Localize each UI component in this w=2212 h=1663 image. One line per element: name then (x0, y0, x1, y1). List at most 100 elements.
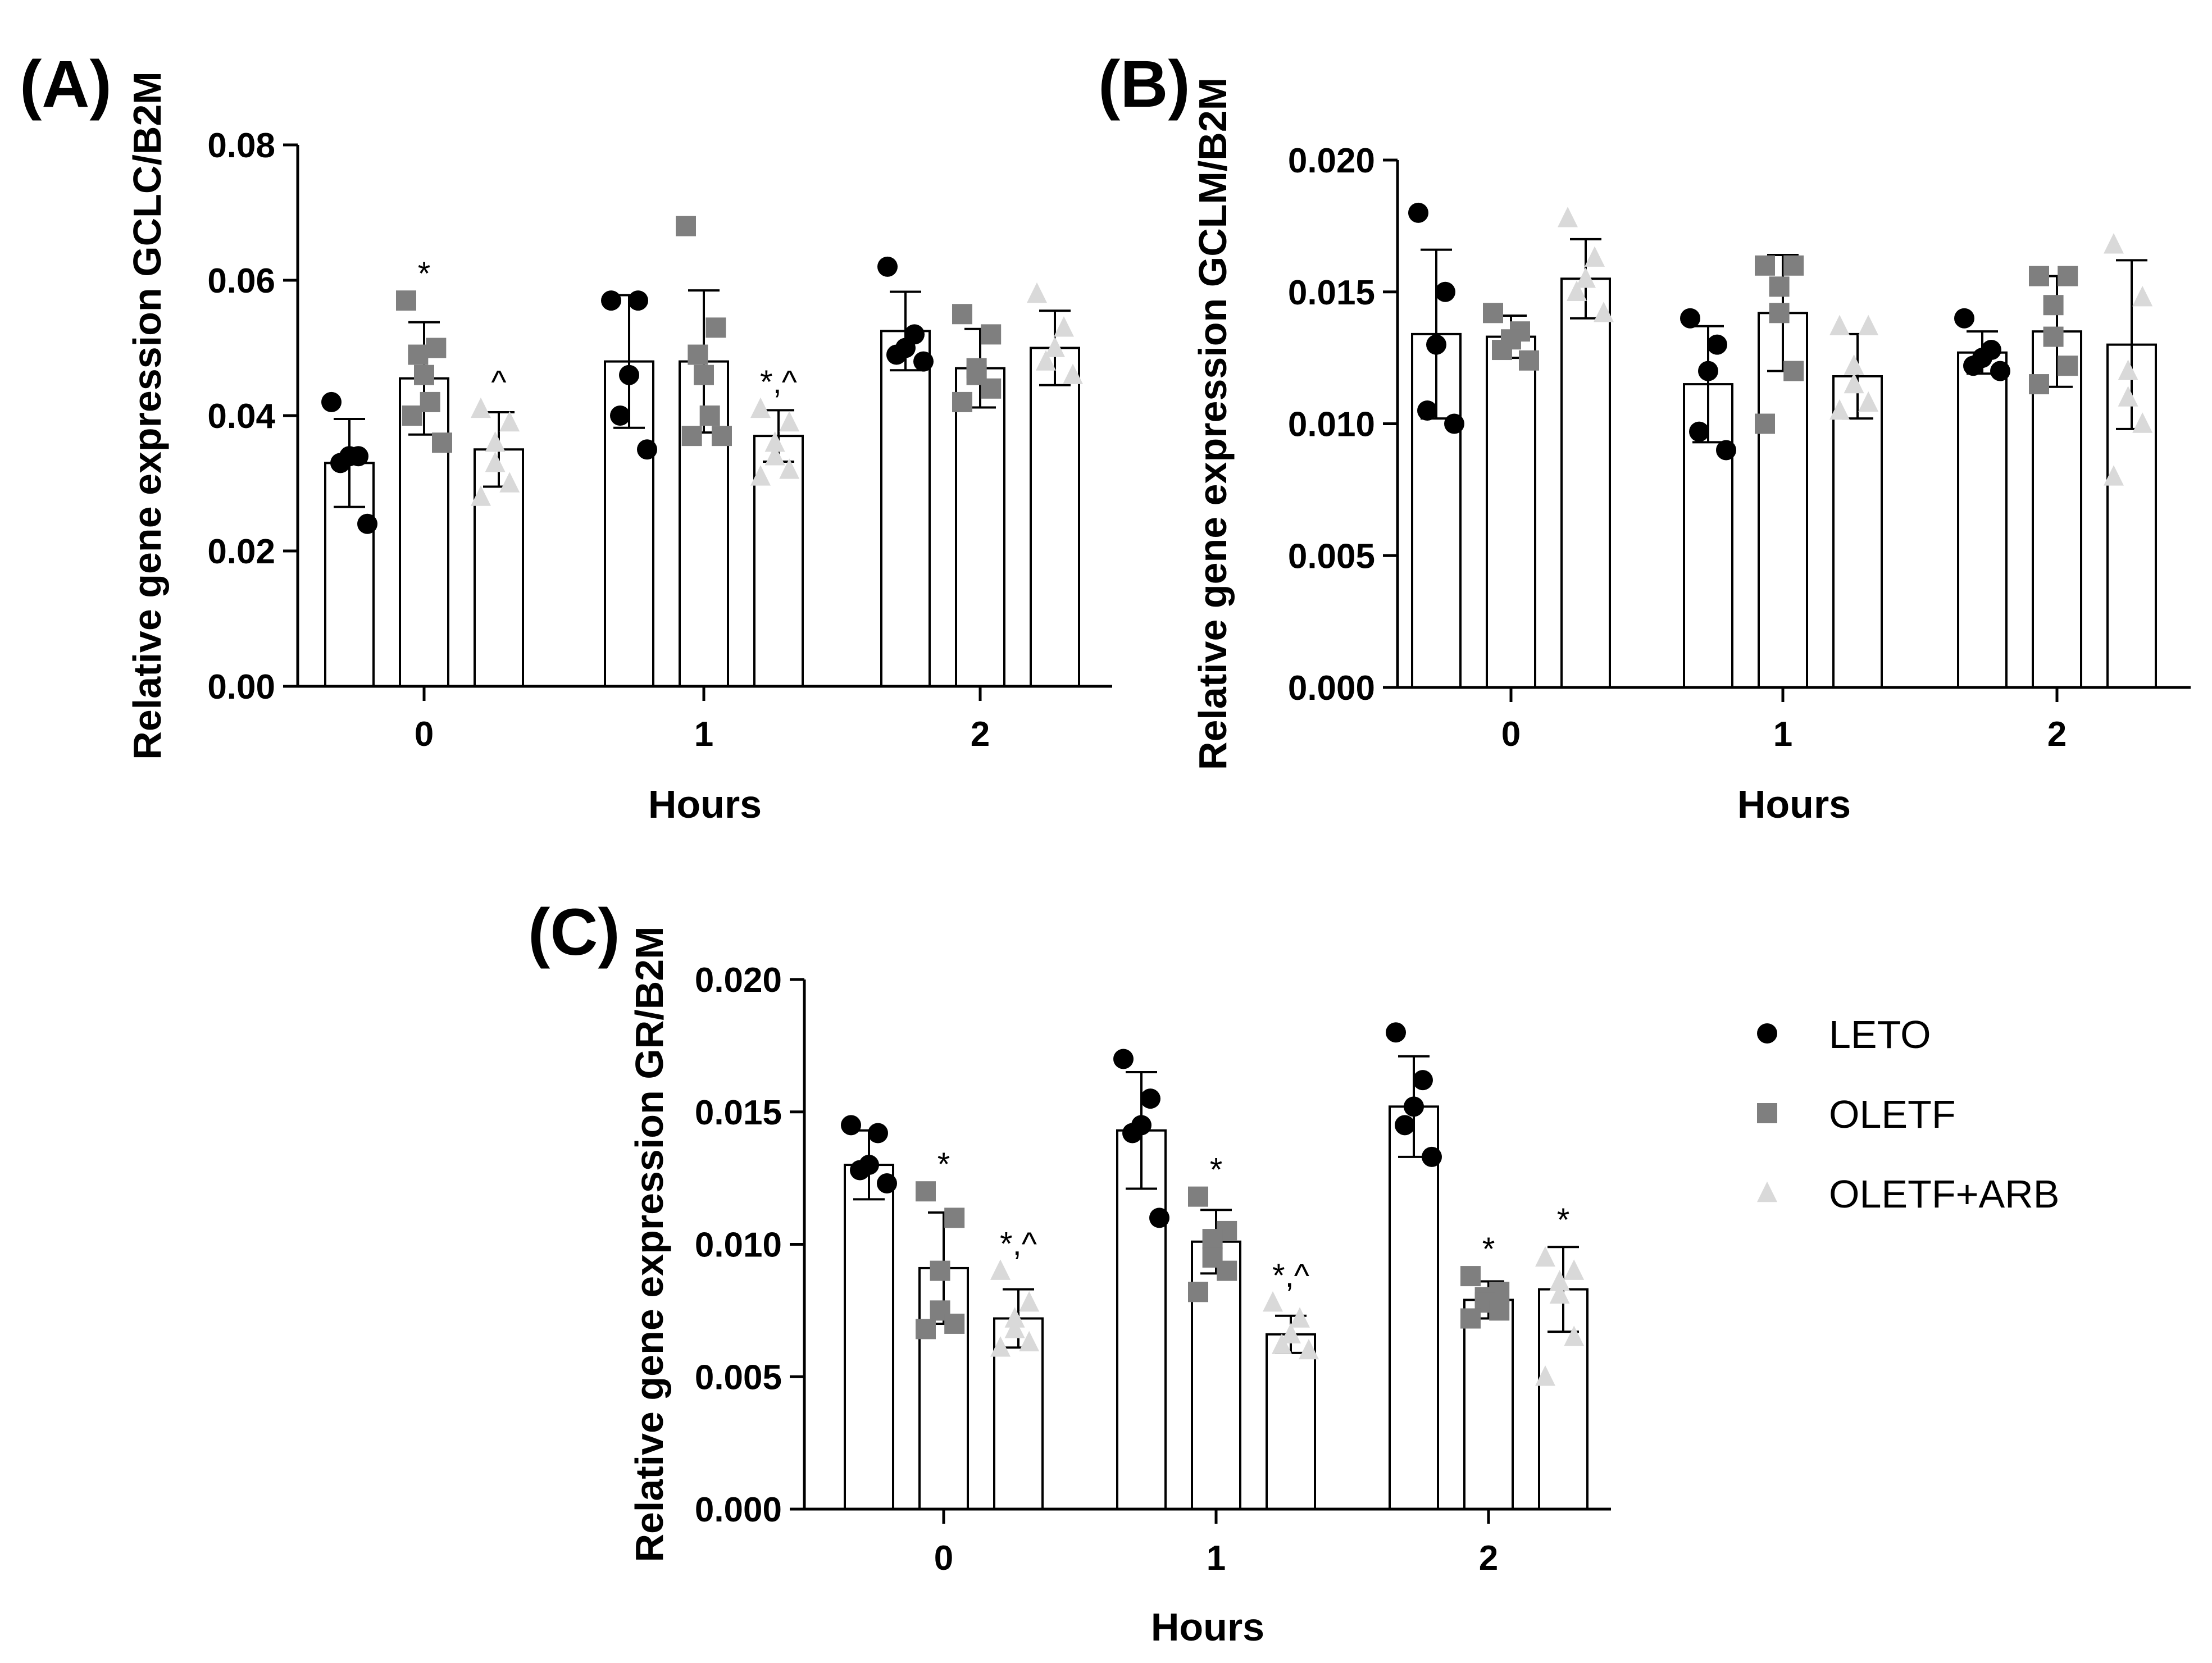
data-point (1783, 361, 1804, 381)
y-tick-label: 0.08 (207, 126, 275, 165)
data-point (601, 290, 621, 311)
data-point (1585, 246, 1605, 267)
bar (1030, 347, 1080, 687)
data-point (913, 351, 934, 372)
significance-label: * (1482, 1231, 1495, 1268)
data-point (1535, 1365, 1555, 1386)
panel-c-chart: (C) * *,^ * *,^ * * 0.000 0.005 0.010 0.015 0.020 0 1… (528, 895, 1611, 1649)
x-tick-label: 1 (1207, 1539, 1226, 1578)
data-point (944, 1208, 965, 1228)
data-point (1149, 1208, 1169, 1228)
data-point (2043, 326, 2064, 347)
data-point (952, 304, 972, 325)
data-point (1263, 1291, 1283, 1312)
data-point (1769, 303, 1790, 324)
bar (1957, 351, 2008, 689)
data-point (944, 1313, 965, 1334)
legend-item: OLETF (1757, 1092, 1956, 1136)
data-point (779, 458, 800, 479)
data-point (420, 391, 440, 412)
y-tick-label: 0.02 (207, 532, 275, 571)
data-point (952, 391, 972, 412)
data-point (408, 344, 429, 365)
panel-b-chart: (B) 0.000 0.005 0.010 0.015 0.020 0 1 2 Hours Rela… (1098, 47, 2191, 826)
significance-label: *,^ (1272, 1257, 1309, 1294)
data-point (1990, 361, 2010, 381)
y-tick-label: 0.010 (695, 1226, 782, 1265)
legend-triangle-icon (1757, 1181, 1777, 1202)
y-axis-title: Relative gene expression GCLM/B2M (1191, 78, 1235, 770)
data-point (2058, 356, 2078, 376)
data-point (1829, 315, 1850, 335)
data-point (485, 431, 506, 452)
data-point (841, 1115, 861, 1136)
bar (1191, 1240, 1241, 1510)
data-point (1769, 276, 1790, 297)
data-point (1844, 354, 1864, 375)
bar (844, 1164, 894, 1511)
data-point (471, 397, 491, 418)
data-point (681, 426, 702, 446)
legend-label: OLETF+ARB (1829, 1172, 2059, 1216)
data-point (2104, 233, 2124, 254)
data-point (1054, 316, 1074, 337)
legend-item: LETO (1757, 1013, 1931, 1056)
data-point (1290, 1307, 1310, 1328)
data-point (471, 485, 491, 506)
data-point (1535, 1246, 1555, 1267)
data-point (1858, 391, 1879, 412)
data-point (2058, 266, 2078, 286)
data-point (1844, 372, 1864, 394)
bar (1486, 335, 1536, 689)
data-point (499, 472, 520, 493)
data-point (1594, 302, 1614, 322)
y-tick-label: 0.000 (1288, 669, 1375, 708)
data-point (886, 344, 907, 365)
data-point (2029, 266, 2049, 286)
data-point (628, 290, 648, 311)
data-point (1755, 255, 1775, 276)
y-tick-label: 0.020 (1288, 142, 1375, 180)
data-point (2043, 295, 2064, 316)
data-point (1576, 267, 1596, 288)
data-point (1122, 1123, 1143, 1143)
panel-a-chart: (A) * ^ *,^ 0.00 0.02 0.04 0.06 0.08 0 1 2 Hours Rela… (20, 47, 1112, 826)
x-axis-title: Hours (1737, 782, 1851, 826)
data-point (1188, 1282, 1208, 1302)
data-point (1549, 1270, 1570, 1291)
data-point (1019, 1331, 1040, 1352)
data-point (764, 431, 785, 452)
x-tick-label: 0 (1501, 715, 1521, 754)
panel-label: (C) (528, 895, 620, 969)
data-point (1564, 1325, 1585, 1346)
bar (1463, 1298, 1514, 1510)
y-tick-label: 0.020 (695, 961, 782, 1000)
data-point (1489, 1300, 1510, 1321)
data-point (1483, 303, 1503, 324)
bar (955, 367, 1005, 687)
data-point (1460, 1266, 1481, 1287)
data-point (694, 365, 714, 385)
data-point (610, 406, 630, 426)
data-point (1858, 315, 1879, 335)
data-point (930, 1260, 950, 1281)
y-axis-title: Relative gene expression GR/B2M (627, 926, 671, 1562)
data-point (1716, 440, 1736, 461)
data-point (1281, 1323, 1301, 1344)
data-point (1426, 334, 1446, 355)
x-tick-label: 2 (2047, 715, 2067, 754)
data-point (1954, 308, 1974, 329)
y-axis-title: Relative gene expression GCLC/B2M (125, 71, 169, 759)
legend-label: LETO (1829, 1013, 1931, 1056)
y-tick-label: 0.04 (207, 397, 275, 436)
data-point (1004, 1307, 1025, 1328)
data-point (1272, 1333, 1292, 1354)
x-tick-label: 1 (1773, 715, 1792, 754)
x-tick-label: 1 (694, 715, 713, 754)
significance-label: *,^ (760, 364, 797, 400)
data-point (414, 365, 434, 385)
y-tick-label: 0.06 (207, 262, 275, 300)
data-point (2029, 374, 2049, 395)
data-point (1519, 350, 1539, 371)
